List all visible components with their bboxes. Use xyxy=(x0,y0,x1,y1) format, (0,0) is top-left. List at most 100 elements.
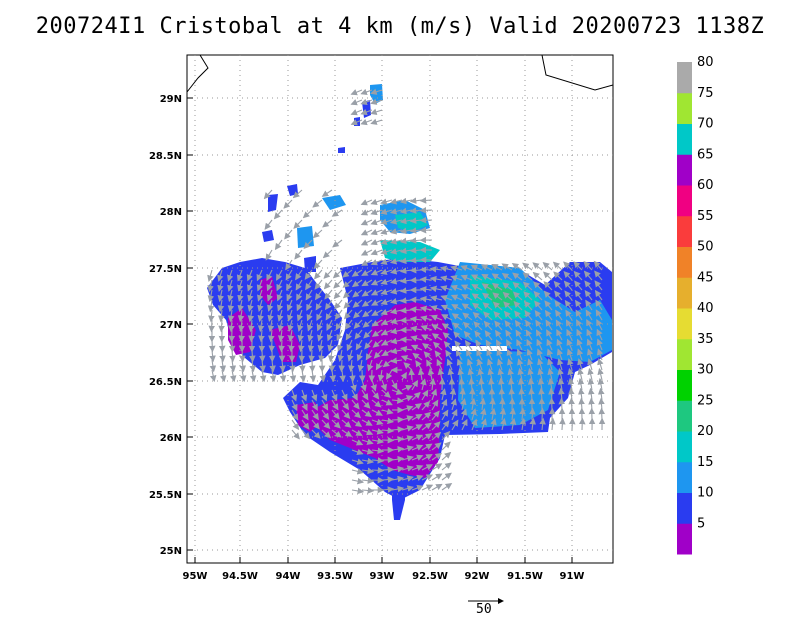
lat-label: 27N xyxy=(160,320,182,331)
wind-vector xyxy=(471,418,478,431)
lon-label: 92.5W xyxy=(412,571,448,582)
wind-vector xyxy=(515,329,523,341)
wind-vector xyxy=(265,249,273,261)
wind-vector xyxy=(473,321,483,331)
wind-vector xyxy=(513,300,523,311)
wind-vector xyxy=(566,328,573,341)
wind-vector xyxy=(373,349,383,359)
lat-label: 26.5N xyxy=(149,377,182,388)
wind-vector xyxy=(287,329,295,343)
wind-vector xyxy=(553,271,563,281)
wind-vector xyxy=(305,279,313,291)
wind-vector xyxy=(440,294,453,302)
wind-vector xyxy=(227,269,234,282)
wind-vector xyxy=(594,289,603,301)
wind-vector xyxy=(277,309,284,322)
wind-vector xyxy=(411,403,423,411)
wind-vector xyxy=(593,260,603,271)
wind-vector xyxy=(351,439,364,446)
wind-vector xyxy=(308,359,316,373)
wind-vector xyxy=(321,399,329,411)
wind-vector xyxy=(208,339,216,353)
map-title: 200724I1 Cristobal at 4 km (m/s) Valid 2… xyxy=(35,14,765,39)
wind-vector xyxy=(421,343,433,351)
wind-vector xyxy=(421,334,433,341)
wind-vector xyxy=(298,339,305,353)
wind-vector xyxy=(381,466,395,473)
wind-vector xyxy=(381,476,395,483)
wind-vector xyxy=(264,219,273,230)
wind-vector xyxy=(217,269,224,282)
colorbar-segment xyxy=(677,246,692,278)
wind-vector xyxy=(361,487,375,494)
wind-vector xyxy=(430,305,443,312)
colorbar-label: 65 xyxy=(697,147,714,162)
wind-vector xyxy=(542,271,553,281)
wind-vector xyxy=(430,388,438,401)
wind-vector xyxy=(301,409,309,421)
wind-vector xyxy=(317,339,325,353)
wind-vector xyxy=(519,417,527,431)
wind-vector xyxy=(348,359,355,373)
wind-vector xyxy=(370,279,383,286)
wind-vector xyxy=(268,339,276,353)
wind-vector xyxy=(353,319,363,330)
wind-vector xyxy=(321,189,333,197)
wind-vector xyxy=(266,269,273,282)
wind-vector xyxy=(584,280,593,291)
wind-vector xyxy=(410,344,423,351)
wind-vector xyxy=(229,359,237,373)
wind-vector xyxy=(454,340,463,351)
wind-vector xyxy=(526,338,533,351)
wind-vector xyxy=(324,299,333,311)
colorbar-label: 5 xyxy=(697,516,705,531)
wind-vector xyxy=(401,455,414,462)
wind-vector xyxy=(381,417,395,425)
wind-vector xyxy=(441,472,452,481)
wind-vector xyxy=(319,369,327,383)
wind-vector xyxy=(400,371,407,381)
wind-vector xyxy=(228,319,235,333)
wind-vector xyxy=(490,418,497,431)
wind-vector xyxy=(525,319,533,331)
wind-vector xyxy=(492,301,503,311)
wind-vector xyxy=(372,339,383,348)
wind-vector xyxy=(295,279,303,291)
wind-vector xyxy=(295,269,303,281)
wind-vector xyxy=(491,263,503,271)
wind-vector xyxy=(559,417,566,431)
wind-vector xyxy=(411,444,424,451)
wind-vector xyxy=(469,387,476,401)
wind-vector xyxy=(512,281,523,291)
wind-vector xyxy=(237,299,244,313)
wind-vector xyxy=(558,397,565,411)
wind-vector xyxy=(238,329,245,343)
wind-vector xyxy=(361,477,375,484)
wind-vectors xyxy=(207,88,606,495)
wind-vector xyxy=(256,269,263,282)
wind-vector xyxy=(441,409,449,421)
wind-vector xyxy=(431,324,443,331)
wind-vector xyxy=(460,398,467,411)
wind-vector xyxy=(208,309,215,323)
wind-vector xyxy=(401,415,414,422)
wind-vector xyxy=(421,433,433,441)
wind-vector xyxy=(502,282,513,291)
wind-vector xyxy=(586,319,593,331)
wind-vector xyxy=(451,304,463,311)
lat-label: 29N xyxy=(160,94,182,105)
wind-vector xyxy=(294,249,303,260)
wind-vector xyxy=(483,311,493,321)
wind-vector xyxy=(474,330,483,341)
wind-vector xyxy=(518,387,525,401)
wind-vector xyxy=(381,399,393,406)
wind-vector xyxy=(360,209,373,216)
wind-vector xyxy=(598,407,606,421)
wind-vector xyxy=(314,279,323,290)
wind-vector xyxy=(306,299,313,311)
wind-vector xyxy=(411,484,424,492)
wind-vector xyxy=(257,319,265,333)
wind-vector xyxy=(249,359,256,373)
wind-vector xyxy=(533,281,543,291)
wind-vector xyxy=(342,279,353,288)
